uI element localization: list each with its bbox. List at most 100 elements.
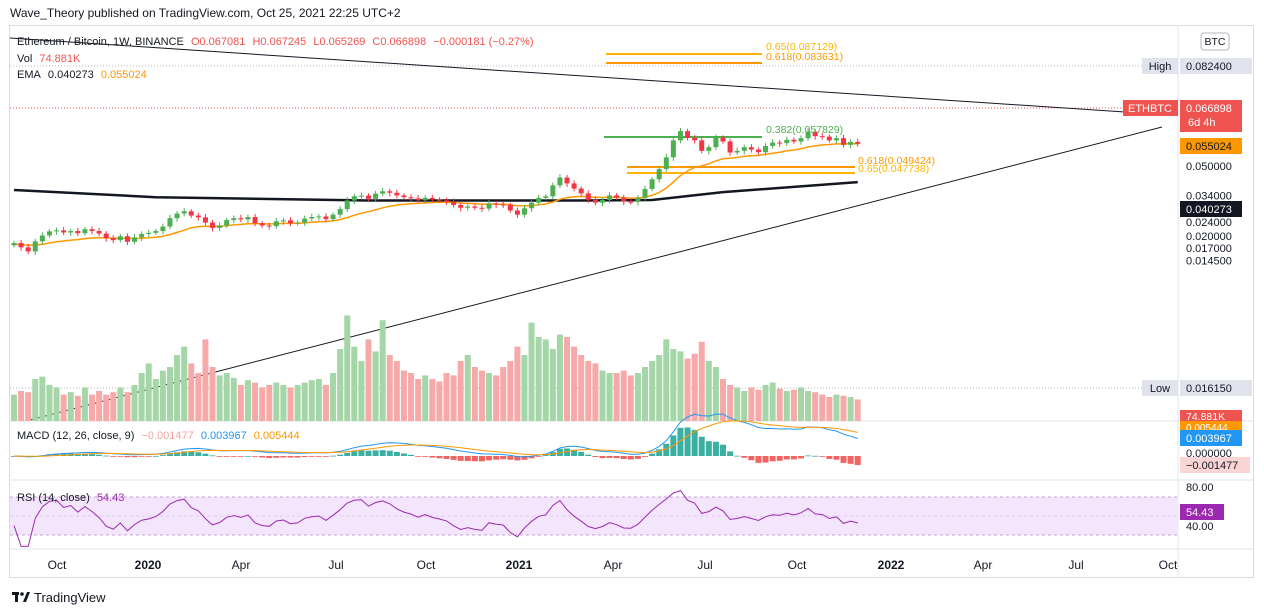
volume-bar [244, 380, 251, 421]
macd-hist-bar [131, 456, 138, 458]
candle [25, 243, 31, 255]
macd-hist-bar [542, 455, 549, 456]
volume-bar [216, 375, 223, 421]
volume-bar [670, 349, 677, 421]
macd-hist-bar [159, 455, 166, 456]
volume-bar [471, 367, 478, 421]
volume-bar [330, 373, 337, 421]
candle [259, 220, 265, 228]
macd-hist-bar [457, 456, 464, 461]
macd-hist-bar [103, 455, 110, 457]
volume-bar [422, 375, 429, 421]
candle [273, 217, 279, 229]
volume-bar [478, 370, 485, 421]
volume-bar [131, 385, 138, 421]
time-tick: 2022 [878, 558, 905, 572]
macd-hist-bar [110, 456, 117, 457]
rsi-value: 54.43 [96, 492, 125, 504]
rsi-tick-40: 40.00 [1186, 521, 1214, 533]
macd-hist-bar [216, 456, 223, 457]
ema-slow-value: 0.055024 [100, 69, 147, 81]
candle [436, 197, 442, 203]
macd-hist-bar [344, 452, 351, 456]
candle [699, 136, 705, 154]
volume-bar [620, 370, 627, 421]
volume-bar [783, 391, 790, 421]
candles [11, 127, 861, 256]
ema-200-line [13, 180, 858, 202]
candle [713, 134, 719, 151]
macd-hist-bar [96, 454, 103, 456]
candle [238, 214, 244, 223]
price-unit-badge[interactable] [1200, 32, 1230, 51]
macd-hist-bar [287, 456, 294, 458]
candle [103, 231, 109, 242]
volume-bar [436, 381, 443, 421]
upper-trendline[interactable] [9, 37, 1126, 113]
candle [380, 187, 386, 197]
symbol-tag-label: ETHBTC [1128, 103, 1172, 115]
macd-label[interactable]: MACD (12, 26, close, 9) [17, 430, 135, 442]
candle [252, 213, 258, 227]
macd-hist-bar [486, 456, 493, 461]
candle [592, 196, 598, 206]
symbol-name[interactable]: Ethereum / Bitcoin, 1W, BINANCE [17, 36, 184, 48]
macd-hist-bar [266, 456, 273, 459]
candle [280, 217, 286, 225]
rsi-label[interactable]: RSI (14, close) [17, 492, 90, 504]
volume-bar [280, 385, 287, 421]
volume-bar [606, 373, 613, 421]
volume-legend: Vol 74.881K [17, 53, 84, 65]
symbol-tag [1123, 100, 1178, 116]
candle [784, 136, 790, 147]
volume-bar [613, 373, 620, 421]
time-tick: Oct [788, 558, 807, 572]
macd-hist-bar [273, 456, 280, 458]
ema-label[interactable]: EMA [17, 69, 41, 81]
last-price-tag [1180, 100, 1242, 132]
last-price-value: 0.066898 [1186, 103, 1232, 115]
volume-bar [627, 375, 634, 421]
price-tick: 0.034000 [1186, 190, 1232, 202]
volume-bar [705, 361, 712, 421]
macd-hist-bar [634, 456, 641, 459]
macd-hist-bar [88, 454, 95, 456]
candle [770, 139, 776, 149]
volume-bar [358, 361, 365, 421]
macd-hist-bar [826, 456, 833, 459]
volume-bar [769, 382, 776, 421]
volume-bar [181, 346, 188, 421]
volume-bar [46, 385, 53, 421]
volume-bar [209, 367, 216, 421]
macd-panel [11, 413, 861, 466]
macd-hist-bar [734, 455, 741, 457]
volume-bar [287, 387, 294, 421]
macd-hist-bar [592, 456, 599, 458]
macd-hist-bar [493, 456, 500, 460]
volume-bar [712, 367, 719, 421]
candle [344, 197, 350, 212]
candle [727, 138, 733, 156]
volume-bar [720, 379, 726, 421]
ohlc-close: C0.066898 [372, 36, 427, 48]
macd-hist-value: −0.001477 [141, 430, 194, 442]
candle [32, 238, 38, 256]
candle [748, 144, 754, 153]
ohlc-low: L0.065269 [313, 36, 366, 48]
macd-hist-bar [712, 441, 719, 456]
macd-hist-bar [429, 456, 436, 458]
footer-brand[interactable]: TradingView [34, 590, 106, 605]
lower-trendline[interactable] [29, 126, 1163, 421]
candle [507, 202, 513, 213]
volume-bar [521, 355, 528, 421]
candle [607, 192, 613, 203]
macd-hist-bar [663, 443, 670, 456]
macd-hist-bar [53, 453, 60, 456]
macd-hist-bar [166, 453, 173, 456]
macd-hist-bar [741, 456, 748, 458]
volume-bar [578, 355, 585, 421]
volume-bar [741, 391, 748, 421]
volume-label[interactable]: Vol [17, 53, 33, 65]
time-tick: Oct [417, 558, 436, 572]
